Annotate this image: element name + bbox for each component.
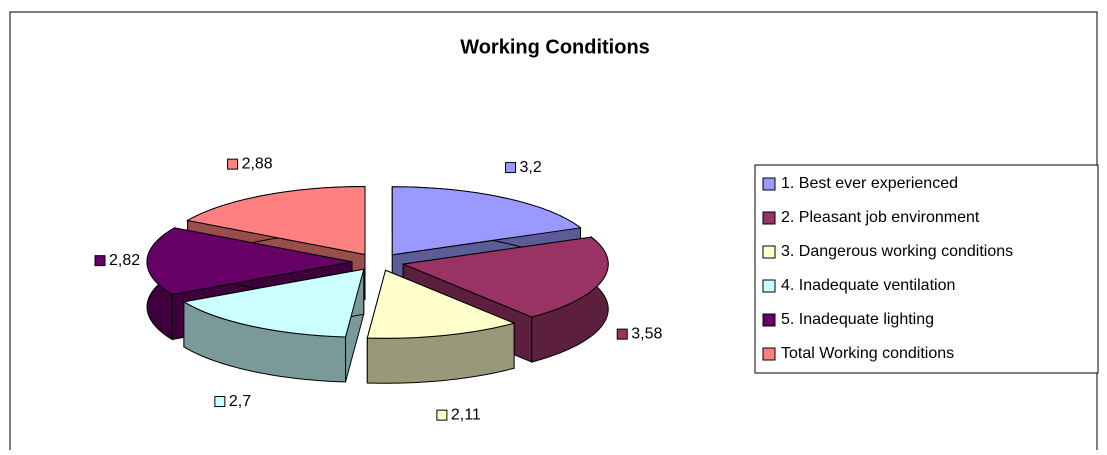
legend-label: 5. Inadequate lighting [781, 311, 934, 328]
data-label-key [227, 158, 239, 170]
legend-key [762, 245, 776, 259]
legend-key [762, 177, 776, 191]
data-label-key [94, 255, 106, 267]
data-label: 2,11 [451, 406, 481, 423]
data-label-key [436, 409, 448, 421]
slice [391, 186, 582, 256]
data-label: 3,2 [520, 159, 542, 176]
legend-label: 4. Inadequate ventilation [781, 277, 955, 294]
data-label-key [505, 162, 517, 174]
legend-key [762, 279, 776, 293]
slice [186, 186, 366, 256]
legend-label: Total Working conditions [781, 345, 954, 362]
data-label-key [616, 328, 628, 340]
data-label: 2,7 [229, 393, 251, 410]
legend-key [762, 211, 776, 225]
legend-label: 1. Best ever experienced [781, 175, 958, 192]
legend-key [762, 347, 776, 361]
legend-box [754, 164, 1099, 374]
data-label-key [214, 396, 226, 408]
data-label: 2,88 [242, 155, 273, 172]
legend-label: 2. Pleasant job environment [781, 209, 980, 226]
slice [401, 236, 609, 318]
legend-key [762, 313, 776, 327]
data-label: 2,82 [109, 252, 140, 269]
chart-title: Working Conditions [460, 36, 650, 58]
slice [146, 227, 353, 296]
slice [182, 268, 365, 338]
slice [366, 269, 516, 339]
legend-label: 3. Dangerous working conditions [781, 243, 1013, 260]
data-label: 3,58 [631, 325, 662, 342]
